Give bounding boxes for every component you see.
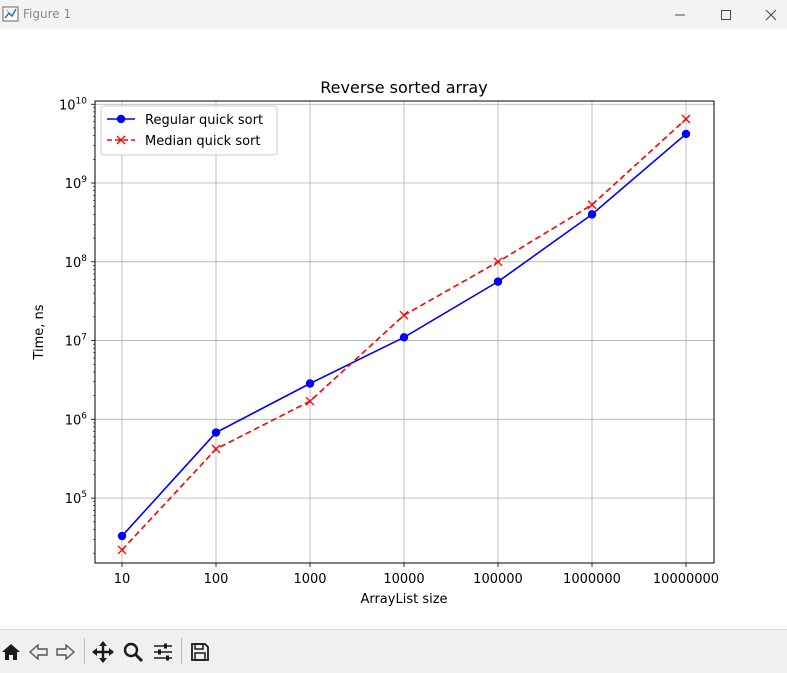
matplotlib-figure-icon — [2, 6, 19, 22]
data-point-x-stroke — [587, 200, 597, 210]
data-point-x — [117, 545, 127, 555]
legend-marker-x — [116, 135, 126, 145]
data-point-circle — [493, 277, 503, 286]
x-tick-label: 10000 — [383, 572, 424, 587]
figure-canvas[interactable]: 10 100 1000 10000 100000 1000000 10000000 105 1… — [0, 29, 787, 629]
legend-label-regular: Regular quick sort — [145, 113, 263, 128]
data-point-x — [681, 114, 691, 124]
data-point-circle — [681, 129, 691, 139]
minimize-button[interactable] — [657, 0, 703, 29]
x-tick-label: 10 — [114, 572, 131, 587]
data-point-x-stroke — [399, 310, 409, 320]
y-tick-label: 109 — [65, 175, 88, 192]
data-point-x-stroke — [493, 257, 503, 267]
legend: Regular quick sort Median quick sort — [100, 105, 278, 156]
data-point-circle — [305, 379, 315, 388]
x-tick-label: 100000 — [473, 572, 523, 587]
data-point-x — [305, 396, 315, 406]
data-point-circle — [587, 210, 597, 219]
window-titlebar: Figure 1 — [0, 0, 787, 29]
x-gridlines — [121, 101, 687, 563]
x-tick-label: 100 — [204, 572, 229, 587]
zoom-button[interactable] — [119, 638, 147, 666]
close-icon — [765, 9, 777, 20]
y-tick-label: 106 — [65, 411, 88, 428]
x-axis-ticks: 10 100 1000 10000 100000 1000000 10000000 — [114, 563, 719, 587]
maximize-icon — [721, 9, 731, 20]
y-tick-label: 107 — [65, 333, 87, 350]
back-button[interactable] — [25, 638, 53, 666]
data-point-x — [493, 257, 503, 267]
data-point-x-stroke — [117, 545, 127, 555]
line-chart: 10 100 1000 10000 100000 1000000 10000000 1051… — [32, 78, 719, 607]
data-point-circle — [211, 428, 221, 437]
y-tick-label: 1010 — [59, 96, 87, 113]
window-title: Figure 1 — [23, 7, 72, 21]
data-point-circle — [399, 333, 409, 342]
forward-arrow-icon — [56, 643, 76, 661]
plot-background — [95, 101, 714, 563]
toolbar-separator — [84, 638, 85, 664]
chart-title: Reverse sorted array — [320, 78, 487, 97]
save-button[interactable] — [186, 638, 214, 666]
legend-label-median: Median quick sort — [145, 134, 261, 149]
data-point-x-stroke — [681, 114, 691, 124]
legend-box — [100, 105, 278, 156]
x-tick-label: 10000000 — [653, 572, 719, 587]
forward-button[interactable] — [51, 638, 79, 666]
x-tick-label: 1000000 — [563, 572, 621, 587]
back-arrow-icon — [28, 643, 48, 661]
close-button[interactable] — [748, 0, 787, 29]
navigation-toolbar — [0, 629, 787, 673]
home-button[interactable] — [0, 638, 25, 666]
legend-marker-circle — [116, 114, 126, 124]
x-tick-label: 1000 — [293, 572, 326, 587]
y-tick-label: 108 — [65, 254, 88, 271]
y-axis-ticks: 105 106 107 108 109 1010 — [59, 96, 95, 554]
data-point-circle — [117, 531, 127, 541]
data-point-x — [587, 200, 597, 210]
plot-frame — [94, 100, 715, 564]
maximize-button[interactable] — [703, 0, 749, 29]
data-point-x — [211, 444, 221, 454]
save-floppy-icon — [191, 643, 209, 661]
pan-move-icon — [92, 641, 114, 663]
series-layer — [117, 114, 691, 555]
configure-subplots-icon — [154, 643, 172, 661]
toolbar-separator — [181, 638, 182, 664]
data-point-x-stroke — [305, 396, 315, 406]
data-point-x — [399, 310, 409, 320]
y-axis-label: Time, ns — [32, 304, 47, 360]
x-axis-label: ArrayList size — [360, 592, 447, 607]
configure-subplots-button[interactable] — [149, 638, 177, 666]
data-point-x-stroke — [211, 444, 221, 454]
home-icon — [2, 644, 20, 660]
y-tick-label: 105 — [65, 490, 87, 507]
minimize-icon — [675, 14, 685, 15]
pan-button[interactable] — [89, 638, 117, 666]
zoom-magnifier-icon — [123, 642, 144, 663]
